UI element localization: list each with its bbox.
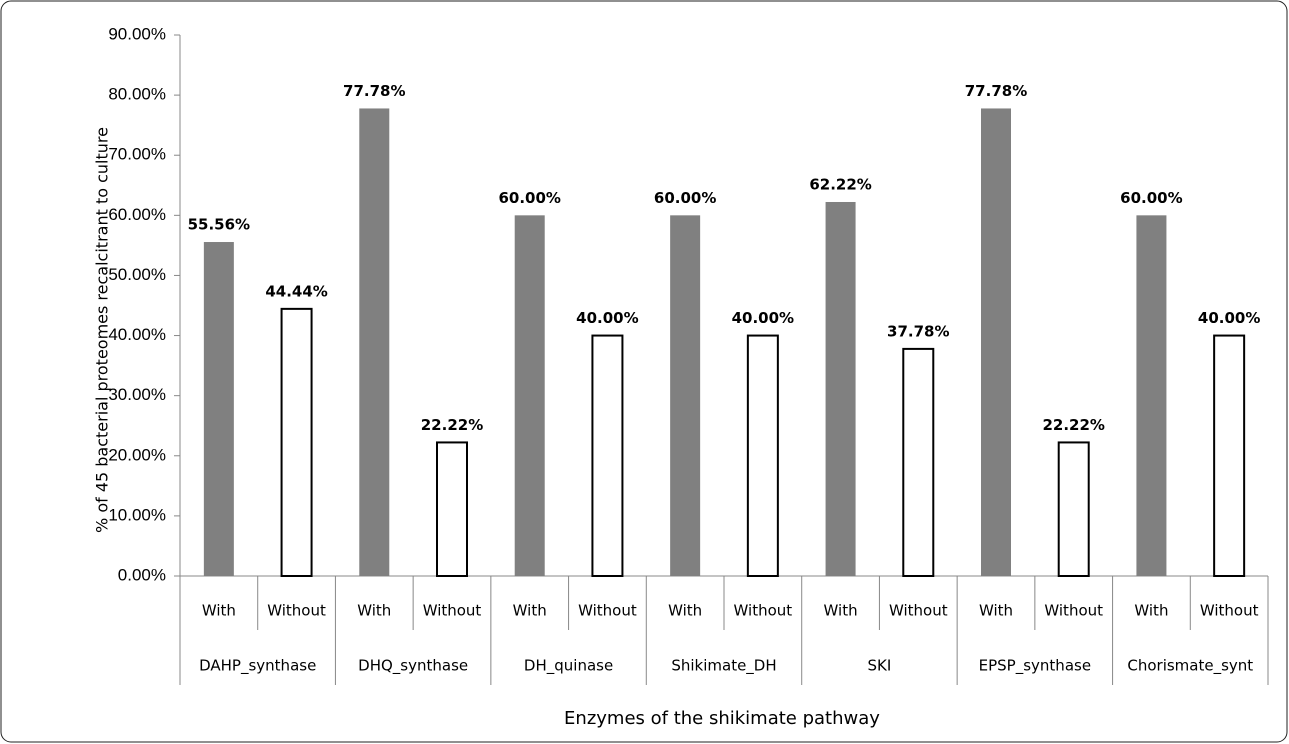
bar [280, 307, 313, 577]
group-label: Chorismate_synt [1127, 657, 1253, 676]
bar [591, 334, 624, 577]
value-label: 60.00% [1120, 189, 1182, 207]
value-label: 22.22% [1042, 416, 1104, 434]
y-tick-label: 50.00% [108, 265, 166, 284]
x-tick-label: Without [1200, 602, 1259, 620]
y-tick-label: 80.00% [108, 85, 166, 104]
value-label: 77.78% [965, 82, 1027, 100]
y-tick-label: 0.00% [118, 565, 166, 584]
value-label: 44.44% [265, 282, 327, 300]
bar [1057, 441, 1090, 577]
x-tick-label: With [824, 602, 858, 620]
group-label: DAHP_synthase [199, 657, 316, 676]
x-tick-label: With [668, 602, 702, 620]
value-label: 60.00% [654, 189, 716, 207]
bar [436, 441, 468, 577]
group-label: DHQ_synthase [358, 657, 468, 676]
x-tick-label: Without [423, 602, 482, 620]
value-label: 40.00% [1198, 309, 1260, 327]
group-label: SKI [868, 657, 892, 675]
y-tick-label: 90.00% [108, 24, 166, 43]
x-tick-label: Without [578, 602, 637, 620]
x-tick-label: With [202, 602, 236, 620]
x-tick-label: With [979, 602, 1013, 620]
bar [1136, 215, 1167, 577]
y-tick-label: 10.00% [108, 505, 166, 524]
y-tick-label: 40.00% [108, 325, 166, 344]
group-label: Shikimate_DH [671, 657, 776, 676]
value-label: 77.78% [343, 82, 405, 100]
y-tick-label: 60.00% [108, 205, 166, 224]
group-label: EPSP_synthase [979, 657, 1091, 676]
bar [902, 347, 935, 577]
x-tick-label: Without [1044, 602, 1103, 620]
x-tick-label: With [513, 602, 547, 620]
value-label: 55.56% [188, 216, 250, 234]
x-tick-label: With [357, 602, 391, 620]
bar [746, 334, 779, 577]
bar [825, 201, 856, 577]
x-tick-label: Without [889, 602, 948, 620]
bar [670, 215, 701, 577]
bar [981, 108, 1011, 576]
bar [514, 215, 545, 577]
value-label: 62.22% [809, 175, 871, 193]
bar [1213, 334, 1246, 577]
y-axis-title: % of 45 bacterial proteomes recalcitrant… [93, 127, 112, 533]
x-axis-title: Enzymes of the shikimate pathway [564, 708, 880, 729]
value-label: 22.22% [421, 416, 483, 434]
value-label: 60.00% [498, 189, 560, 207]
value-label: 40.00% [732, 309, 794, 327]
x-tick-label: Without [734, 602, 793, 620]
value-label: 37.78% [887, 322, 949, 340]
x-tick-label: Without [267, 602, 326, 620]
x-tick-label: With [1134, 602, 1168, 620]
y-tick-label: 20.00% [108, 445, 166, 464]
bar [359, 108, 390, 576]
y-tick-label: 70.00% [108, 145, 166, 164]
group-label: DH_quinase [524, 657, 613, 676]
bar [203, 242, 234, 577]
value-label: 40.00% [576, 309, 638, 327]
y-tick-label: 30.00% [108, 385, 166, 404]
